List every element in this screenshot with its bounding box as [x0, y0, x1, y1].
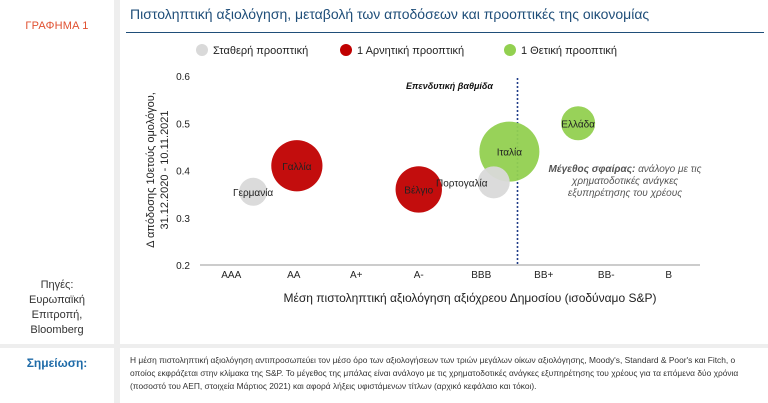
- bubble: [239, 177, 268, 206]
- divider-label: Επενδυτική βαθμίδα: [406, 81, 493, 91]
- x-tick-label: AAA: [221, 270, 241, 281]
- left-panel: ΓΡΑΦΗΜΑ 1 Πηγές: Ευρωπαϊκή Επιτροπή, Blo…: [0, 0, 114, 344]
- size-annotation-line: εξυπηρέτησης του χρέους: [568, 187, 682, 199]
- note-text: Η μέση πιστοληπτική αξιολόγηση αντιπροσω…: [130, 355, 739, 391]
- x-tick-label: BBB: [471, 270, 491, 281]
- size-annotation: Μέγεθος σφαίρας: ανάλογο με τις: [549, 163, 702, 175]
- x-tick-label: BB-: [598, 270, 615, 281]
- y-tick-label: 0.4: [176, 167, 190, 178]
- figure-label: ΓΡΑΦΗΜΑ 1: [25, 20, 89, 32]
- note-panel: Η μέση πιστοληπτική αξιολόγηση αντιπροσω…: [120, 348, 768, 403]
- legend-marker: [504, 44, 516, 56]
- sources-line: Επιτροπή,: [31, 309, 83, 321]
- legend-label: Σταθερή προοπτική: [213, 45, 308, 57]
- y-axis-label: Δ απόδοσης 10ετούς ομολόγου, 31.12.2020 -…: [145, 92, 171, 248]
- y-axis-label-line: 31.12.2020 - 10.11.2021: [159, 110, 171, 229]
- legend-marker: [196, 44, 208, 56]
- chart-title: Πιστοληπτική αξιολόγηση, μεταβολή των απ…: [130, 6, 650, 22]
- bubble: [477, 166, 510, 199]
- x-tick-label: AA: [287, 270, 301, 281]
- x-tick-label: A+: [350, 270, 363, 281]
- bubble-label: Ιταλία: [497, 147, 523, 159]
- bubble-label: Γερμανία: [233, 187, 273, 199]
- size-annotation-title: Μέγεθος σφαίρας:: [549, 164, 636, 175]
- sources-line: Ευρωπαϊκή: [29, 294, 85, 306]
- legend-label: 1 Αρνητική προοπτική: [357, 45, 464, 57]
- bubble-chart: Σταθερή προοπτική 1 Αρνητική προοπτική 1 Θ…: [145, 44, 702, 305]
- bubble: [395, 166, 442, 213]
- x-tick-label: BB+: [534, 270, 553, 281]
- y-tick-label: 0.2: [176, 261, 190, 272]
- sources-line: Πηγές:: [40, 279, 74, 291]
- title-rule: [126, 32, 764, 33]
- sources-line: Bloomberg: [30, 324, 84, 336]
- bubble-label: Πορτογαλία: [436, 177, 488, 189]
- y-tick-label: 0.6: [176, 72, 190, 83]
- bubble: [561, 106, 596, 141]
- y-axis-label-line: Δ απόδοσης 10ετούς ομολόγου,: [145, 92, 157, 248]
- legend-marker: [340, 44, 352, 56]
- bubble-label: Βέλγιο: [404, 184, 433, 196]
- legend-label: 1 Θετική προοπτική: [521, 45, 617, 57]
- x-axis-label: Μέση πιστοληπτική αξιολόγηση αξιόχρεου Δ…: [284, 291, 657, 305]
- size-annotation-text: ανάλογο με τις: [635, 163, 701, 175]
- note-title: Σημείωση:: [26, 356, 88, 370]
- y-tick-label: 0.5: [176, 119, 190, 130]
- x-tick-label: A-: [414, 270, 424, 281]
- chart-panel: Πιστοληπτική αξιολόγηση, μεταβολή των απ…: [120, 0, 768, 344]
- bubble-label: Ελλάδα: [561, 118, 595, 130]
- note-label-panel: Σημείωση:: [0, 348, 114, 403]
- bubble: [271, 140, 323, 192]
- bubble-label: Γαλλία: [282, 161, 312, 173]
- size-annotation-line: χρηματοδοτικές ανάγκες: [571, 175, 678, 187]
- x-tick-label: B: [665, 270, 672, 281]
- sources: Πηγές: Ευρωπαϊκή Επιτροπή, Bloomberg: [0, 278, 114, 338]
- y-tick-label: 0.3: [176, 214, 190, 225]
